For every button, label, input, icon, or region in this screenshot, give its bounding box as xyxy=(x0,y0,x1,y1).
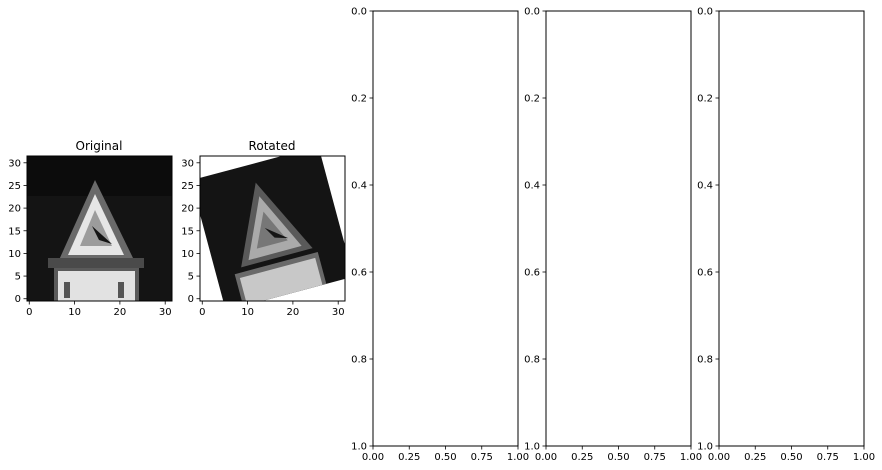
y-tick-label: 15 xyxy=(8,226,21,237)
y-tick-label: 0.6 xyxy=(351,268,367,279)
rotated-axes: 0 10 20 30 0 5 10 15 20 25 30 xyxy=(181,158,344,318)
y-tick-label: 10 xyxy=(181,249,194,260)
subplot-1-axes: 0.00 0.25 0.50 0.75 1.00 0.0 0.2 0.4 0.6 0.8 1.0 xyxy=(351,7,529,464)
y-tick-label: 0 xyxy=(15,294,21,305)
y-tick-label: 20 xyxy=(8,204,21,215)
y-tick-label: 0.4 xyxy=(697,181,713,192)
y-tick-label: 1.0 xyxy=(697,442,713,453)
empty-subplot-1: 0.00 0.25 0.50 0.75 1.00 0.0 0.2 0.4 0.6 0.8 1.0 xyxy=(351,7,529,464)
y-tick-label: 0.8 xyxy=(524,355,540,366)
x-tick-label: 0 xyxy=(26,307,32,318)
y-tick-label: 0 xyxy=(188,294,194,305)
rotated-image xyxy=(200,156,345,301)
y-tick-label: 15 xyxy=(181,226,194,237)
y-tick-label: 1.0 xyxy=(524,442,540,453)
y-tick-label: 30 xyxy=(181,158,194,169)
subplot-2-axes: 0.00 0.25 0.50 0.75 1.00 0.0 0.2 0.4 0.6 0.8 1.0 xyxy=(524,7,702,464)
subplot-3-axes: 0.00 0.25 0.50 0.75 1.00 0.0 0.2 0.4 0.6 0.8 1.0 xyxy=(697,7,875,464)
x-tick-label: 30 xyxy=(332,307,345,318)
x-tick-label: 0.50 xyxy=(780,452,802,463)
y-tick-label: 0.2 xyxy=(351,94,367,105)
y-tick-label: 20 xyxy=(181,204,194,215)
y-tick-label: 0.0 xyxy=(351,7,367,18)
y-tick-label: 5 xyxy=(15,272,21,283)
panel-title: Rotated xyxy=(249,139,296,153)
y-tick-label: 0.4 xyxy=(524,181,540,192)
x-tick-label: 0.50 xyxy=(607,452,629,463)
x-tick-label: 0.50 xyxy=(434,452,456,463)
empty-subplot-2: 0.00 0.25 0.50 0.75 1.00 0.0 0.2 0.4 0.6 0.8 1.0 xyxy=(524,7,702,464)
x-tick-label: 30 xyxy=(159,307,172,318)
y-tick-label: 1.0 xyxy=(351,442,367,453)
x-tick-label: 20 xyxy=(114,307,127,318)
panel-title: Original xyxy=(76,139,123,153)
x-tick-label: 20 xyxy=(287,307,300,318)
x-tick-label: 1.00 xyxy=(680,452,702,463)
y-tick-label: 25 xyxy=(8,181,21,192)
x-tick-label: 0.00 xyxy=(535,452,557,463)
y-tick-label: 0.0 xyxy=(524,7,540,18)
x-tick-label: 0.00 xyxy=(362,452,384,463)
y-tick-label: 10 xyxy=(8,249,21,260)
x-tick-label: 10 xyxy=(241,307,254,318)
empty-subplot-3: 0.00 0.25 0.50 0.75 1.00 0.0 0.2 0.4 0.6 0.8 1.0 xyxy=(697,7,875,464)
y-tick-label: 0.6 xyxy=(524,268,540,279)
x-tick-label: 0.25 xyxy=(571,452,593,463)
x-tick-label: 1.00 xyxy=(507,452,529,463)
x-tick-label: 0.75 xyxy=(817,452,839,463)
rotated-image-panel: Rotated 0 10 20 30 0 5 10 15 20 25 30 xyxy=(181,139,346,318)
x-tick-label: 10 xyxy=(68,307,81,318)
x-tick-label: 1.00 xyxy=(853,452,875,463)
y-tick-label: 30 xyxy=(8,158,21,169)
y-tick-label: 25 xyxy=(181,181,194,192)
y-tick-label: 0.2 xyxy=(524,94,540,105)
x-tick-label: 0 xyxy=(199,307,205,318)
original-image-panel: Original 0 10 20 30 0 5 10 15 20 25 30 xyxy=(8,139,173,318)
y-tick-label: 0.8 xyxy=(697,355,713,366)
x-tick-label: 0.25 xyxy=(398,452,420,463)
x-tick-label: 0.75 xyxy=(644,452,666,463)
y-tick-label: 5 xyxy=(188,272,194,283)
original-image xyxy=(27,156,172,301)
y-tick-label: 0.0 xyxy=(697,7,713,18)
y-tick-label: 0.4 xyxy=(351,181,367,192)
y-tick-label: 0.8 xyxy=(351,355,367,366)
original-axes: 0 10 20 30 0 5 10 15 20 25 30 xyxy=(8,158,171,318)
x-tick-label: 0.25 xyxy=(744,452,766,463)
x-tick-label: 0.75 xyxy=(471,452,493,463)
x-tick-label: 0.00 xyxy=(708,452,730,463)
y-tick-label: 0.2 xyxy=(697,94,713,105)
y-tick-label: 0.6 xyxy=(697,268,713,279)
